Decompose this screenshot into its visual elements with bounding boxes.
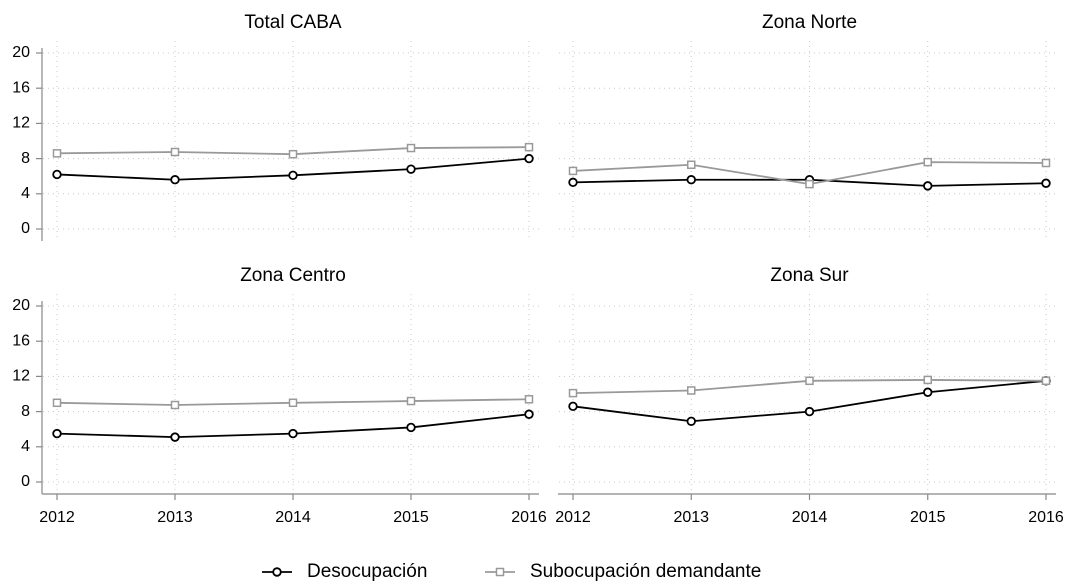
data-point [406,164,416,174]
data-point [52,169,62,180]
y-tick-label: 8 [21,403,30,420]
legend-label: Desocupación [307,561,427,582]
data-point [52,428,62,439]
y-tick-label: 12 [12,115,30,132]
x-tick-label: 2014 [792,509,828,526]
data-point [170,400,180,410]
legend-label: Subocupación demandante [530,561,761,582]
y-tick-label: 8 [21,150,30,167]
data-point [687,386,696,395]
data-point [524,153,534,164]
data-point [568,388,578,398]
data-point [686,175,696,185]
panel-title: Zona Sur [770,265,849,286]
data-point [1041,158,1051,168]
data-point [288,428,298,439]
data-point [170,432,180,442]
data-point [805,376,814,386]
data-point [288,170,298,181]
y-tick-label: 16 [12,79,30,96]
data-point [170,175,180,185]
data-point [923,387,933,397]
data-point [288,398,298,408]
data-point [170,147,180,157]
x-tick-label: 2013 [157,509,193,526]
y-tick-label: 4 [21,438,30,455]
data-point [52,149,62,158]
x-tick-label: 2014 [275,509,311,526]
data-point [923,181,933,191]
data-point [687,160,696,170]
data-point [524,142,534,152]
data-point [406,396,416,406]
data-point [568,166,578,176]
y-tick-label: 0 [21,220,30,237]
data-point [524,395,534,404]
data-point [288,149,298,159]
legend-marker [272,567,282,577]
y-tick-label: 0 [21,473,30,490]
panel-title: Zona Centro [240,265,346,286]
data-point [923,375,932,385]
panel-title: Total CABA [244,12,341,33]
data-point [524,409,534,419]
y-tick-label: 4 [21,185,30,202]
data-point [406,422,416,433]
data-point [923,157,932,167]
x-tick-label: 2016 [1028,509,1064,526]
y-tick-label: 20 [12,297,30,314]
data-point [686,416,696,426]
x-tick-label: 2013 [673,509,709,526]
x-tick-label: 2012 [39,509,75,526]
data-point [804,406,815,417]
data-point [1041,178,1051,188]
x-tick-label: 2015 [393,509,429,526]
x-tick-label: 2012 [555,509,591,526]
data-point [406,143,416,153]
data-point [1041,376,1051,386]
x-tick-label: 2015 [910,509,946,526]
y-tick-label: 12 [12,368,30,385]
legend-marker [495,567,505,577]
panel-title: Zona Norte [762,12,857,33]
data-point [568,401,578,412]
data-point [805,179,814,189]
data-point [568,177,578,188]
y-tick-label: 16 [12,332,30,349]
x-tick-label: 2016 [511,509,547,526]
y-tick-label: 20 [12,44,30,61]
data-point [52,398,62,408]
